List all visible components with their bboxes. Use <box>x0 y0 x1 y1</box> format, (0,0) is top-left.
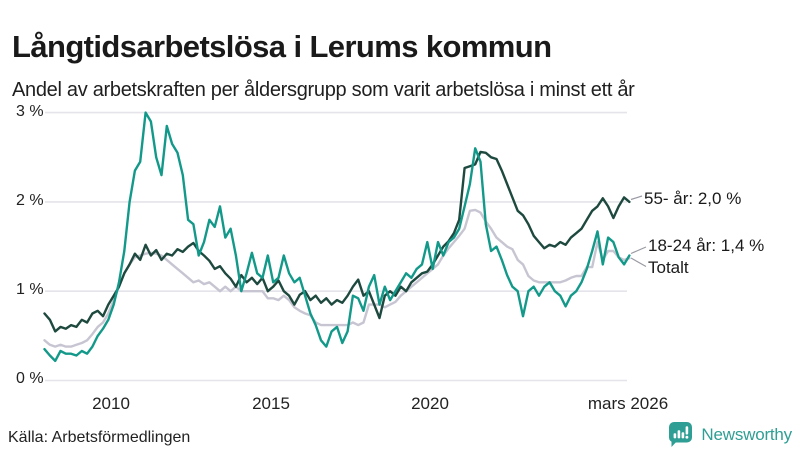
y-axis-tick-3pct: 3 % <box>16 103 44 120</box>
x-axis-tick-mars-2026: mars 2026 <box>587 394 669 413</box>
newsworthy-bubble-chart-icon <box>668 421 694 448</box>
newsworthy-logo: Newsworthy <box>668 421 792 448</box>
series-label-18-24: 18-24 år: 1,4 % <box>648 236 765 255</box>
x-axis-tick-2015: 2015 <box>252 394 290 413</box>
newsworthy-wordmark: Newsworthy <box>701 424 792 444</box>
chart-subtitle: Andel av arbetskraften per åldersgrupp s… <box>12 79 635 101</box>
page-title: Långtidsarbetslösa i Lerums kommun <box>12 28 552 64</box>
x-axis-tick-2020: 2020 <box>411 394 449 413</box>
y-axis-tick-1pct: 1 % <box>16 281 44 298</box>
series-line-55-r <box>43 150 631 333</box>
y-axis-tick-2pct: 2 % <box>16 192 44 209</box>
series-label-totalt: Totalt <box>648 258 689 277</box>
series-label-55plus: 55- år: 2,0 % <box>644 189 742 208</box>
series-line-18-24-r <box>43 111 631 363</box>
y-axis-tick-0pct: 0 % <box>16 370 44 387</box>
x-axis-tick-2010: 2010 <box>92 394 130 413</box>
source-note: Källa: Arbetsförmedlingen <box>8 429 191 446</box>
